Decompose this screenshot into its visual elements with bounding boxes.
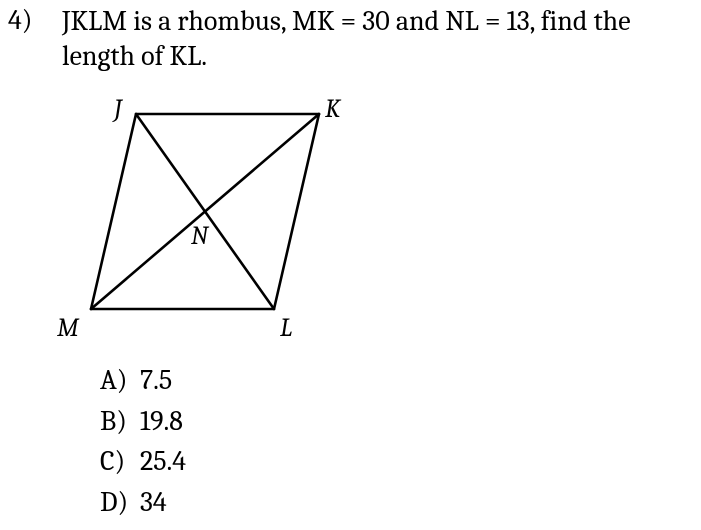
choice-letter: B)	[100, 401, 140, 442]
edge-MK	[91, 114, 319, 309]
page: 4) JKLM is a rhombus, MK = 30 and NL = 1…	[0, 0, 701, 530]
rhombus-diagram: JKLMN	[50, 86, 350, 336]
answer-choices: A) 7.5 B) 19.8 C) 25.4 D) 34	[100, 360, 186, 522]
edge-KL	[274, 114, 319, 309]
choice-value: 34	[140, 482, 167, 523]
choice-b: B) 19.8	[100, 401, 186, 442]
question-text: JKLM is a rhombus, MK = 30 and NL = 13, …	[62, 4, 681, 74]
vertex-label-M: M	[57, 313, 79, 343]
diagram-svg	[50, 86, 350, 336]
choice-value: 19.8	[140, 401, 183, 442]
choice-letter: D)	[100, 482, 140, 523]
choice-d: D) 34	[100, 482, 186, 523]
vertex-label-K: K	[325, 94, 340, 124]
choice-a: A) 7.5	[100, 360, 186, 401]
choice-value: 25.4	[140, 441, 186, 482]
vertex-label-N: N	[191, 221, 208, 251]
vertex-label-J: J	[114, 94, 122, 124]
choice-letter: C)	[100, 441, 140, 482]
vertex-label-L: L	[280, 313, 292, 343]
choice-value: 7.5	[140, 360, 172, 401]
question-number: 4)	[8, 4, 32, 36]
edge-MJ	[91, 114, 136, 309]
choice-c: C) 25.4	[100, 441, 186, 482]
choice-letter: A)	[100, 360, 140, 401]
